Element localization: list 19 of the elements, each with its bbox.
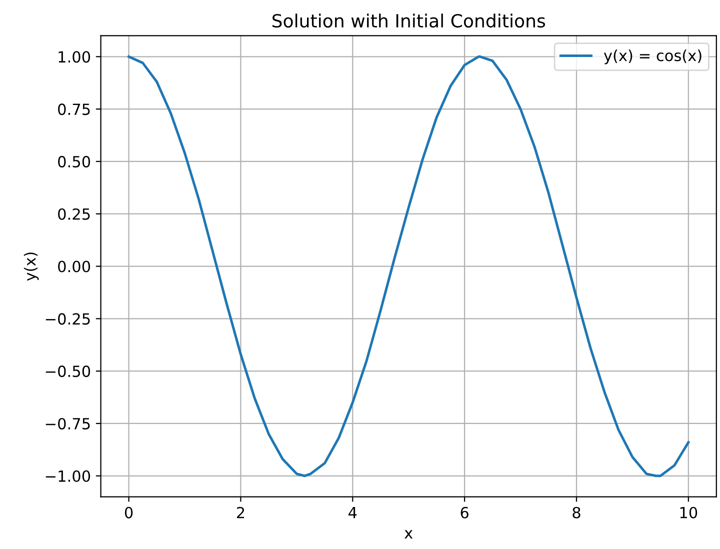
y-tick-label: 0.25 [58,208,90,220]
y-tick-label: 1.00 [58,51,90,63]
x-tick-label: 0 [124,506,133,518]
legend-label: y(x) = cos(x) [604,49,702,64]
x-tick-label: 10 [680,506,698,518]
y-tick-label: 0.00 [58,260,90,272]
chart-title: Solution with Initial Conditions [272,14,546,28]
y-tick-label: −0.50 [46,366,90,378]
x-tick-label: 2 [236,506,244,518]
y-tick-label: −0.25 [46,313,90,325]
y-tick-label: −1.00 [46,470,90,482]
y-tick-label: 0.75 [58,104,90,116]
y-tick-label: −0.75 [46,418,90,430]
y-axis-title: y(x) [24,252,39,281]
y-tick-label: 0.50 [58,156,90,168]
x-tick-label: 6 [460,506,468,518]
x-tick-label: 8 [572,506,580,518]
x-axis-title: x [404,530,413,539]
x-tick-label: 4 [348,507,357,518]
